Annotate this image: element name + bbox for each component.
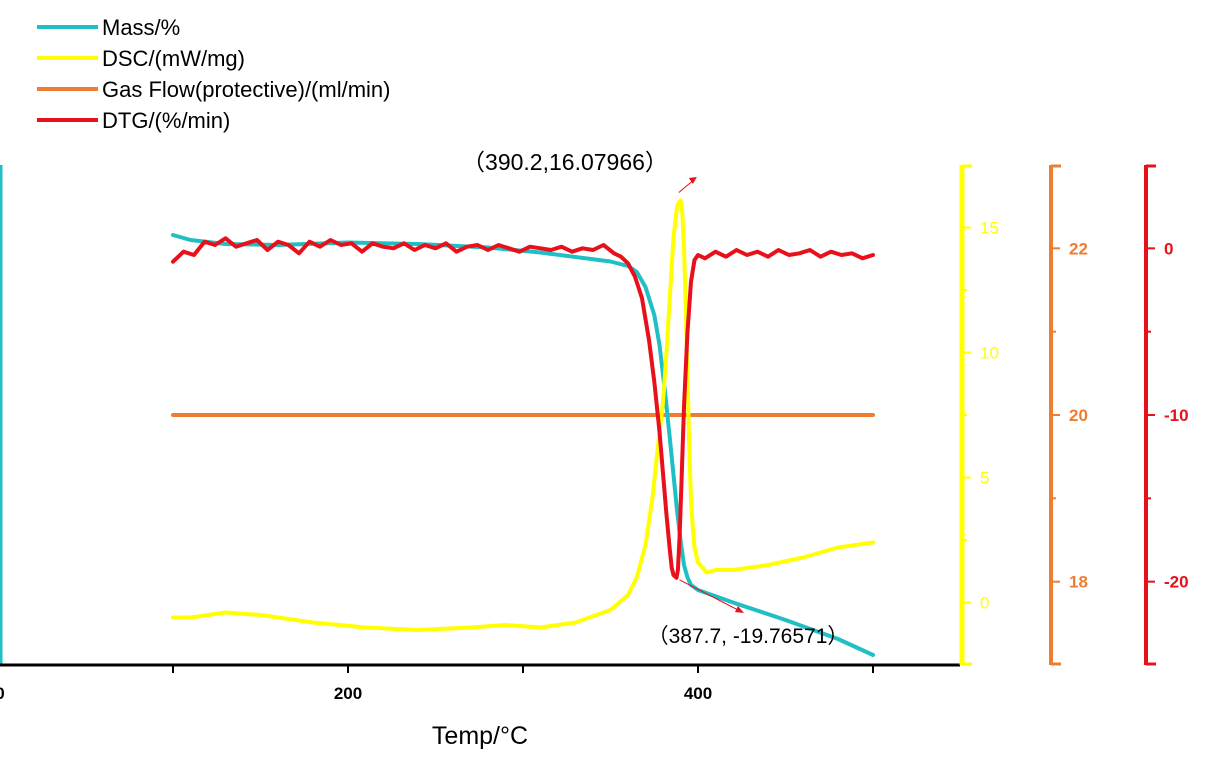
legend-label: DTG/(%/min): [102, 108, 230, 133]
series-line: [171, 198, 875, 632]
legend-label: DSC/(mW/mg): [102, 46, 245, 71]
legend-label: Mass/%: [102, 15, 180, 40]
legend: Mass/% DSC/(mW/mg) Gas Flow(protective)/(m…: [37, 15, 390, 133]
dsc-tick-label: 10: [980, 344, 999, 363]
dtg-tick-label: -10: [1164, 406, 1189, 425]
annotation-arrowhead: [688, 177, 697, 184]
axes: 0 200 400 0 5 10 15 18 20 22 -20 -10 0: [0, 164, 1189, 703]
gas-tick-label: 20: [1069, 406, 1088, 425]
series-line: [171, 233, 875, 657]
x-tick-label: 400: [684, 684, 712, 703]
annotation-arrowhead: [735, 606, 744, 613]
x-axis-title: Temp/°C: [432, 722, 528, 750]
x-tick-label: 200: [334, 684, 362, 703]
dtg-tick-label: 0: [1164, 239, 1173, 258]
annotations: （390.2,16.07966） （387.7, -19.76571）: [462, 149, 848, 648]
series-line: [171, 236, 875, 580]
annotation-arrow: [679, 579, 743, 613]
dsc-tick-label: 5: [980, 469, 989, 488]
dsc-tick-label: 0: [980, 594, 989, 613]
dtg-tick-label: -20: [1164, 573, 1189, 592]
dsc-tick-label: 15: [980, 219, 999, 238]
x-tick-label: 0: [0, 684, 5, 703]
legend-label: Gas Flow(protective)/(ml/min): [102, 77, 390, 102]
gas-tick-label: 18: [1069, 573, 1088, 592]
gas-tick-label: 22: [1069, 239, 1088, 258]
series-layer: [171, 198, 875, 657]
annotation-label: （387.7, -19.76571）: [648, 625, 849, 648]
annotation-label: （390.2,16.07966）: [462, 149, 668, 175]
